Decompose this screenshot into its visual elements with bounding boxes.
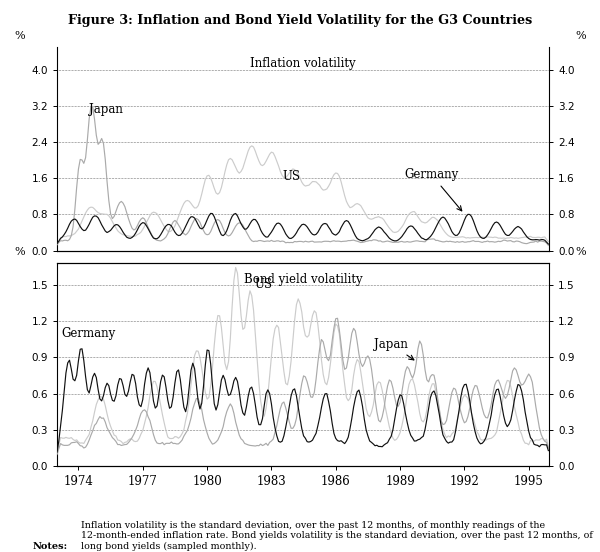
Text: Inflation volatility is the standard deviation, over the past 12 months, of mont: Inflation volatility is the standard dev… <box>81 521 593 551</box>
Text: US: US <box>282 170 300 183</box>
Text: Germany: Germany <box>404 168 462 211</box>
Text: Japan: Japan <box>89 103 123 115</box>
Text: Japan: Japan <box>374 338 414 360</box>
Text: %: % <box>15 247 25 257</box>
Text: %: % <box>15 31 25 41</box>
Text: Notes:: Notes: <box>33 542 68 551</box>
Text: %: % <box>575 31 586 41</box>
Text: %: % <box>575 247 586 257</box>
Text: Germany: Germany <box>61 327 116 339</box>
Text: US: US <box>254 278 272 291</box>
Text: Inflation volatility: Inflation volatility <box>250 57 356 70</box>
Text: Bond yield volatility: Bond yield volatility <box>244 273 362 286</box>
Text: Figure 3: Inflation and Bond Yield Volatility for the G3 Countries: Figure 3: Inflation and Bond Yield Volat… <box>68 14 532 27</box>
